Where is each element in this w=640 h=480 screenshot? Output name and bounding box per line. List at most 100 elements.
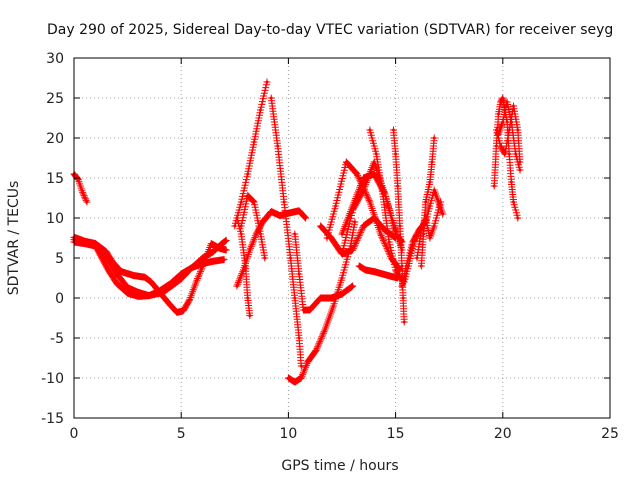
data-point [269,210,273,214]
data-point [252,200,256,204]
y-tick-label: 30 [46,51,64,67]
data-point [501,120,505,124]
data-point [389,274,393,278]
data-point [432,224,436,228]
data-point [111,260,115,264]
data-point [361,224,365,228]
data-point [430,160,434,164]
data-point [246,194,250,198]
data-point [400,264,404,268]
data-point [259,108,262,112]
data-marks [70,238,228,300]
data-point [211,250,215,254]
data-marks [231,78,271,230]
data-point [254,232,258,236]
data-point [398,268,402,272]
x-tick-label: 15 [387,426,405,442]
data-marks [70,170,91,206]
data-point [351,248,355,252]
data-point [149,280,153,284]
x-tick-label: 0 [70,426,79,442]
data-point [166,301,170,305]
data-point [394,268,398,272]
data-point [224,238,228,242]
data-point [381,192,385,196]
y-tick-label: -10 [41,371,64,387]
data-point [383,228,387,232]
chart-title: Day 290 of 2025, Sidereal Day-to-day VTE… [47,22,613,38]
data-point [263,256,267,260]
data-point [419,228,423,232]
data-point [239,200,243,204]
data-point [394,232,398,236]
x-tick-label: 25 [601,426,619,442]
data-point [441,212,445,216]
data-point [334,204,338,208]
data-point [415,256,419,260]
data-point [76,178,80,182]
data-point [179,272,183,276]
data-point [136,294,140,298]
data-point [175,310,179,314]
data-point [181,309,185,313]
data-point [314,348,318,352]
data-point [190,266,194,270]
data-point [306,360,310,364]
data-point [351,284,355,288]
data-point [514,152,518,156]
data-point [497,112,500,116]
data-marks [267,94,305,370]
data-point [505,100,509,104]
data-point [235,216,239,220]
x-tick-labels: 0 5 10 15 20 25 [70,426,619,442]
data-point [276,144,280,148]
data-point [201,262,205,266]
data-point [259,232,262,236]
data-point [126,291,130,295]
y-tick-label: 10 [46,211,64,227]
data-point [158,289,162,293]
data-point [188,298,192,302]
data-point [424,216,428,220]
data-point [239,224,243,228]
plot-frame [73,57,611,419]
data-point [224,248,228,252]
data-point [411,240,415,244]
data-point [218,246,222,250]
data-point [211,259,215,263]
data-point [494,144,498,148]
y-tick-label: 0 [55,291,64,307]
data-point [278,214,282,218]
data-point [248,314,252,318]
data-point [353,220,357,224]
series-arc-21 [413,198,445,262]
data-point [115,272,119,276]
data-point [428,236,432,240]
series-arc-4 [70,238,228,300]
x-axis-label: GPS time / hours [281,458,398,474]
data-point [81,190,85,194]
data-point [132,274,136,278]
data-point [419,264,423,268]
data-point [329,236,333,240]
data-point [104,250,108,254]
data-point [286,376,290,380]
axis-ticks [73,57,611,419]
data-point [424,200,428,204]
data-point [499,100,503,104]
data-point [368,128,372,132]
data-point [222,258,226,262]
y-tick-label: 5 [55,251,64,267]
data-point [400,284,404,288]
data-point [396,184,400,188]
data-point [398,224,402,228]
data-point [194,280,198,284]
data-point [501,96,505,100]
data-point [304,216,308,220]
data-point [220,242,224,246]
data-point [169,282,172,286]
data-point [394,152,398,156]
data-point [505,120,509,124]
data-point [293,380,297,384]
